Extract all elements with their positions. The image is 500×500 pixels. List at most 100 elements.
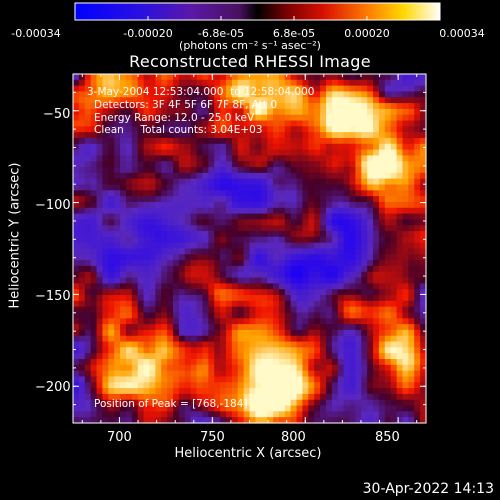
heatmap-cell [125, 236, 133, 244]
heatmap-cell [120, 120, 127, 127]
heatmap-cell [114, 178, 121, 186]
heatmap-cell [243, 108, 251, 116]
heatmap-cell [225, 190, 233, 197]
heatmap-cell [237, 120, 245, 127]
heatmap-cell [414, 382, 421, 389]
heatmap-cell [314, 236, 321, 244]
heatmap-cell [173, 85, 180, 93]
heatmap-cell [402, 260, 409, 267]
heatmap-cell [167, 231, 174, 238]
heatmap-cell [161, 318, 168, 325]
heatmap-cell [249, 312, 256, 319]
heatmap-cell [184, 79, 192, 87]
heatmap-cell [155, 184, 162, 191]
heatmap-cell [137, 417, 145, 424]
heatmap-cell [231, 213, 239, 221]
heatmap-cell [402, 91, 409, 98]
heatmap-cell [414, 137, 421, 145]
heatmap-cell [367, 289, 374, 296]
heatmap-cell [408, 359, 415, 366]
heatmap-cell [349, 295, 356, 302]
heatmap-cell [243, 353, 251, 360]
heatmap-cell [202, 341, 209, 348]
heatmap-cell [302, 347, 309, 354]
heatmap-cell [96, 85, 104, 93]
heatmap-cell [384, 155, 392, 162]
heatmap-cell [125, 417, 133, 424]
heatmap-cell [231, 254, 239, 261]
heatmap-cell [243, 271, 251, 279]
heatmap-cell [225, 231, 233, 238]
heatmap-cell [331, 289, 339, 296]
heatmap-cell [114, 417, 121, 424]
heatmap-cell [214, 225, 221, 232]
heatmap-cell [73, 318, 80, 325]
heatmap-cell [408, 225, 415, 232]
heatmap-cell [296, 382, 304, 389]
heatmap-cell [108, 190, 115, 197]
heatmap-cell [361, 324, 368, 331]
heatmap-cell [96, 143, 104, 151]
heatmap-cell [255, 137, 262, 145]
heatmap-cell [296, 417, 304, 424]
heatmap-cell [137, 271, 145, 279]
heatmap-cell [231, 405, 239, 412]
heatmap-cell [202, 114, 209, 122]
heatmap-cell [267, 382, 274, 389]
heatmap-cell [167, 300, 174, 308]
heatmap-cell [114, 359, 121, 366]
heatmap-cell [120, 236, 127, 244]
heatmap-cell [390, 376, 398, 383]
heatmap-cell [143, 318, 151, 325]
heatmap-cell [378, 91, 386, 98]
heatmap-cell [173, 260, 180, 267]
heatmap-cell [420, 359, 427, 366]
heatmap-cell [108, 341, 115, 348]
heatmap-cell [143, 295, 151, 302]
heatmap-cell [167, 242, 174, 250]
heatmap-cell [337, 376, 345, 383]
heatmap-cell [361, 167, 368, 174]
heatmap-cell [249, 79, 256, 87]
heatmap-cell [120, 359, 127, 366]
heatmap-cell [325, 231, 333, 238]
heatmap-cell [408, 190, 415, 197]
heatmap-cell [84, 236, 92, 244]
heatmap-cell [261, 370, 268, 378]
heatmap-cell [343, 364, 351, 372]
heatmap-cell [202, 97, 209, 104]
heatmap-cell [149, 225, 156, 232]
heatmap-cell [90, 213, 98, 221]
heatmap-cell [349, 399, 356, 407]
heatmap-cell [173, 411, 180, 418]
heatmap-cell [420, 318, 427, 325]
heatmap-cell [155, 271, 162, 279]
heatmap-cell [378, 318, 386, 325]
heatmap-cell [278, 277, 286, 284]
heatmap-cell [131, 225, 139, 232]
heatmap-cell [131, 388, 139, 395]
heatmap-cell [355, 108, 362, 116]
heatmap-cell [320, 172, 327, 180]
heatmap-cell [384, 91, 392, 98]
heatmap-cell [202, 236, 209, 244]
heatmap-cell [225, 265, 233, 273]
heatmap-cell [231, 201, 239, 209]
heatmap-cell [378, 341, 386, 348]
heatmap-cell [420, 236, 427, 244]
heatmap-cell [155, 236, 162, 244]
heatmap-cell [184, 393, 192, 401]
heatmap-cell [402, 196, 409, 203]
heatmap-cell [408, 114, 415, 122]
heatmap-cell [314, 364, 321, 372]
heatmap-cell [367, 359, 374, 366]
heatmap-cell [284, 271, 292, 279]
heatmap-cell [296, 172, 304, 180]
heatmap-cell [131, 364, 139, 372]
heatmap-cell [114, 74, 121, 81]
heatmap-cell [125, 324, 133, 331]
heatmap-cell [396, 184, 404, 191]
heatmap-cell [202, 85, 209, 93]
heatmap-cell [73, 289, 80, 296]
heatmap-cell [190, 207, 198, 215]
